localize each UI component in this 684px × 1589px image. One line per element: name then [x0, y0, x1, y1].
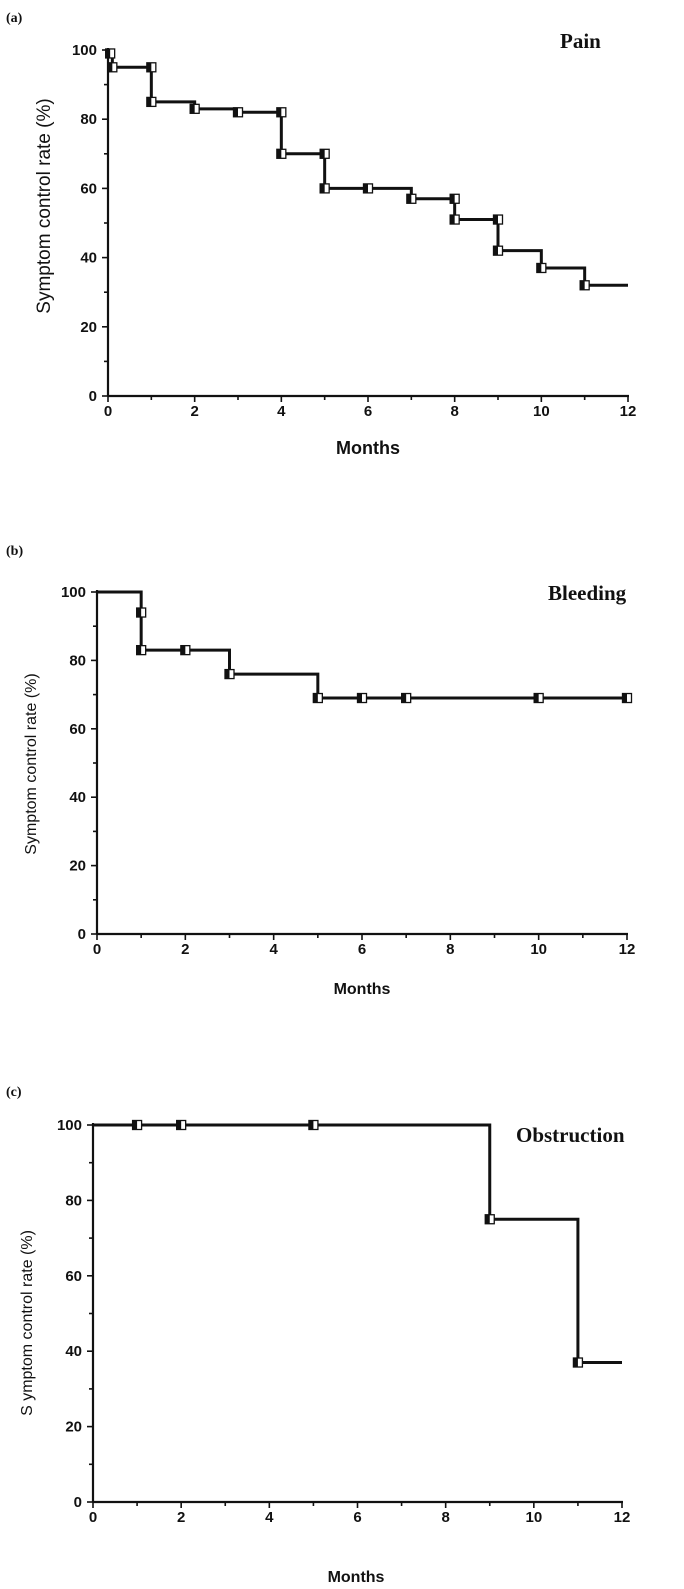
x-axis-title: Months: [328, 1569, 385, 1586]
censor-marker: [131, 1119, 143, 1131]
x-tick-label: 6: [358, 941, 366, 958]
censor-marker: [449, 193, 460, 204]
y-tick-label: 20: [69, 858, 86, 875]
panel-c: (c) Obstruction Months S ymptom control …: [6, 1085, 630, 1586]
x-tick-label: 8: [446, 941, 454, 958]
y-tick-label: 40: [65, 1343, 82, 1360]
chart-title: Bleeding: [548, 581, 627, 605]
censor-marker: [492, 245, 504, 256]
survival-step-line: [93, 1123, 622, 1365]
survival-step-line: [108, 48, 628, 287]
x-tick-label: 0: [104, 403, 112, 420]
chart-title: Obstruction: [516, 1123, 625, 1147]
x-tick-label: 12: [614, 1509, 631, 1526]
x-tick-label: 0: [89, 1509, 97, 1526]
y-tick-label: 60: [80, 180, 97, 197]
panel-b: (b) Bleeding Months Symptom control rate…: [6, 544, 635, 998]
x-tick-label: 8: [441, 1509, 449, 1526]
x-tick-label: 10: [525, 1509, 542, 1526]
y-tick-label: 40: [69, 789, 86, 806]
x-tick-label: 2: [177, 1509, 185, 1526]
censor-marker: [579, 280, 590, 291]
y-tick-label: 80: [80, 111, 97, 128]
censor-marker: [572, 1357, 584, 1368]
x-tick-label: 12: [620, 403, 637, 420]
y-tick-label: 60: [69, 721, 86, 738]
censor-marker: [276, 107, 287, 118]
x-tick-label: 0: [93, 941, 101, 958]
x-tick-label: 10: [533, 403, 550, 420]
x-axis-title: Months: [336, 438, 400, 458]
y-tick-label: 0: [89, 388, 97, 405]
y-tick-label: 20: [65, 1419, 82, 1436]
censor-marker: [449, 214, 460, 225]
censor-marker: [621, 692, 633, 704]
censor-marker: [356, 692, 368, 704]
chart-title: Pain: [560, 29, 601, 53]
x-tick-label: 8: [450, 403, 458, 420]
censor-marker: [146, 96, 157, 108]
x-tick-label: 6: [364, 403, 372, 420]
censor-marker: [136, 644, 147, 656]
survival-step-line: [97, 590, 627, 700]
censor-marker: [406, 193, 417, 204]
censor-marker: [180, 644, 191, 656]
x-tick-label: 12: [619, 941, 636, 958]
censor-marker: [319, 183, 330, 194]
censor-marker: [533, 692, 544, 704]
censor-marker: [232, 107, 244, 118]
panel-label: (a): [6, 11, 23, 26]
censor-marker: [105, 48, 116, 59]
y-tick-label: 0: [78, 926, 86, 943]
censor-marker: [492, 214, 504, 225]
censor-marker: [401, 692, 412, 704]
y-tick-label: 100: [72, 42, 97, 59]
censor-marker: [312, 692, 323, 704]
y-tick-label: 0: [74, 1494, 82, 1511]
x-tick-label: 2: [190, 403, 198, 420]
y-tick-label: 100: [61, 584, 86, 601]
x-tick-label: 4: [265, 1509, 274, 1526]
panel-a: (a) Pain Months Symptom control rate (%)…: [6, 11, 636, 458]
x-tick-label: 10: [530, 941, 547, 958]
censor-marker: [146, 62, 157, 73]
censor-marker: [107, 62, 118, 73]
y-tick-label: 100: [57, 1117, 82, 1134]
y-axis-title: S ymptom control rate (%): [19, 1230, 36, 1416]
y-tick-label: 20: [80, 319, 97, 336]
y-tick-label: 60: [65, 1268, 82, 1285]
censor-marker: [308, 1119, 319, 1131]
censor-marker: [319, 148, 330, 159]
x-axis-title: Months: [334, 981, 391, 998]
x-tick-label: 4: [269, 941, 278, 958]
y-axis-title: Symptom control rate (%): [23, 673, 40, 854]
censor-marker: [224, 668, 235, 680]
censor-marker: [189, 103, 200, 114]
panel-label: (b): [6, 544, 23, 559]
x-tick-label: 2: [181, 941, 189, 958]
censor-marker: [362, 183, 374, 194]
censor-marker: [276, 148, 287, 159]
y-tick-label: 40: [80, 250, 97, 267]
y-tick-label: 80: [69, 652, 86, 669]
censor-marker: [176, 1119, 187, 1131]
y-axis-title: Symptom control rate (%): [34, 98, 55, 313]
censor-marker: [536, 262, 547, 274]
x-tick-label: 4: [277, 403, 286, 420]
panel-label: (c): [6, 1085, 22, 1100]
x-tick-label: 6: [353, 1509, 361, 1526]
censor-marker: [484, 1214, 495, 1225]
censor-marker: [136, 607, 147, 618]
y-tick-label: 80: [65, 1192, 82, 1209]
